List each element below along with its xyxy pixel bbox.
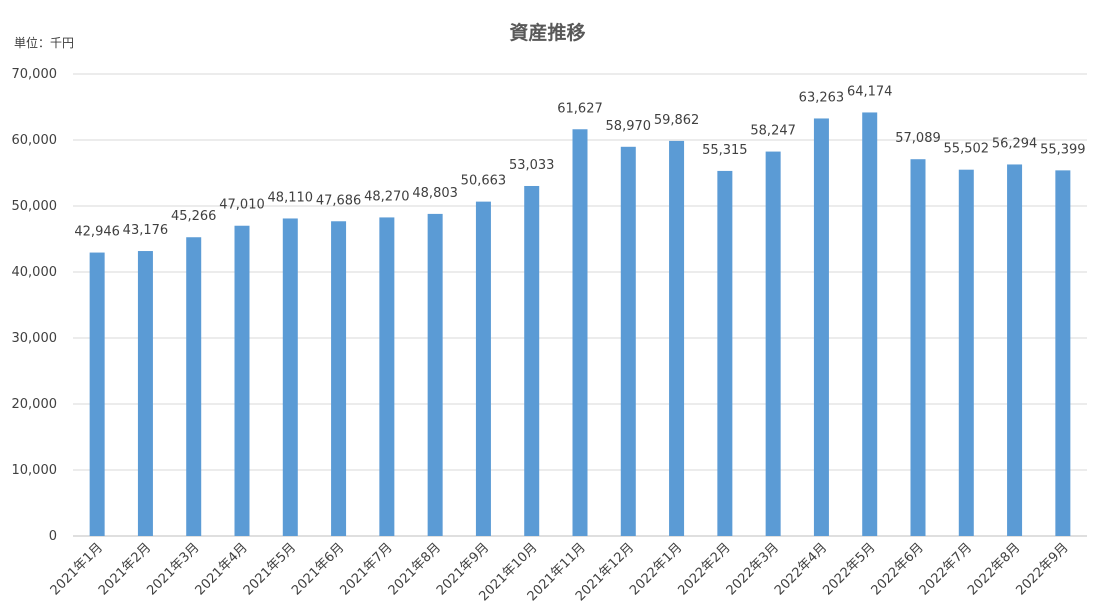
data-label: 53,033	[509, 158, 555, 173]
y-tick-label: 60,000	[12, 133, 58, 148]
y-axis: 0 10,000 20,000 30,000 40,000 50,000 60,000 70,…	[12, 67, 58, 544]
y-tick-label: 40,000	[12, 265, 58, 280]
bar	[89, 252, 105, 536]
data-label: 47,010	[219, 198, 265, 213]
data-label: 48,110	[268, 190, 314, 205]
bar	[1055, 170, 1071, 537]
bar	[572, 129, 588, 537]
data-label: 48,270	[364, 189, 410, 204]
bar	[186, 237, 202, 537]
data-label: 55,502	[944, 142, 990, 157]
data-label: 43,176	[123, 223, 169, 238]
chart-title: 資産推移	[509, 22, 586, 44]
bar	[427, 213, 443, 536]
bar	[958, 169, 974, 536]
bars	[89, 112, 1071, 537]
data-label: 55,399	[1040, 142, 1086, 157]
bar	[669, 140, 685, 536]
data-label: 56,294	[992, 136, 1038, 151]
data-label: 48,803	[412, 186, 458, 201]
data-label: 47,686	[316, 193, 362, 208]
y-tick-label: 20,000	[12, 397, 58, 412]
bar	[620, 146, 636, 536]
data-label: 57,089	[895, 131, 941, 146]
data-label: 55,315	[702, 143, 748, 158]
bar	[475, 201, 491, 536]
bar	[331, 221, 347, 536]
y-tick-label: 30,000	[12, 331, 58, 346]
y-tick-label: 50,000	[12, 199, 58, 214]
bar	[1007, 164, 1023, 536]
data-label: 45,266	[171, 209, 217, 224]
bar	[137, 251, 153, 537]
unit-label: 単位：千円	[14, 36, 75, 50]
bar	[765, 151, 781, 536]
x-axis: 2021年1月2021年2月2021年3月2021年4月2021年5月2021年…	[48, 540, 1072, 604]
data-label: 50,663	[461, 174, 507, 189]
bar	[862, 112, 878, 536]
x-tick-label: 2022年9月	[1013, 540, 1071, 598]
y-tick-label: 70,000	[12, 67, 58, 82]
y-tick-label: 0	[49, 529, 57, 544]
data-label: 59,862	[654, 113, 700, 128]
data-label: 61,627	[557, 101, 603, 116]
data-label: 58,970	[606, 119, 652, 134]
bar	[379, 217, 395, 536]
bar	[524, 185, 540, 537]
bar	[282, 218, 298, 536]
data-label: 63,263	[799, 90, 845, 105]
data-label: 58,247	[750, 124, 796, 139]
bar	[813, 118, 829, 536]
y-tick-label: 10,000	[12, 463, 58, 478]
data-label: 64,174	[847, 84, 893, 99]
bar	[234, 225, 250, 536]
bar	[717, 170, 733, 536]
bar	[910, 159, 926, 537]
data-label: 42,946	[74, 225, 120, 240]
